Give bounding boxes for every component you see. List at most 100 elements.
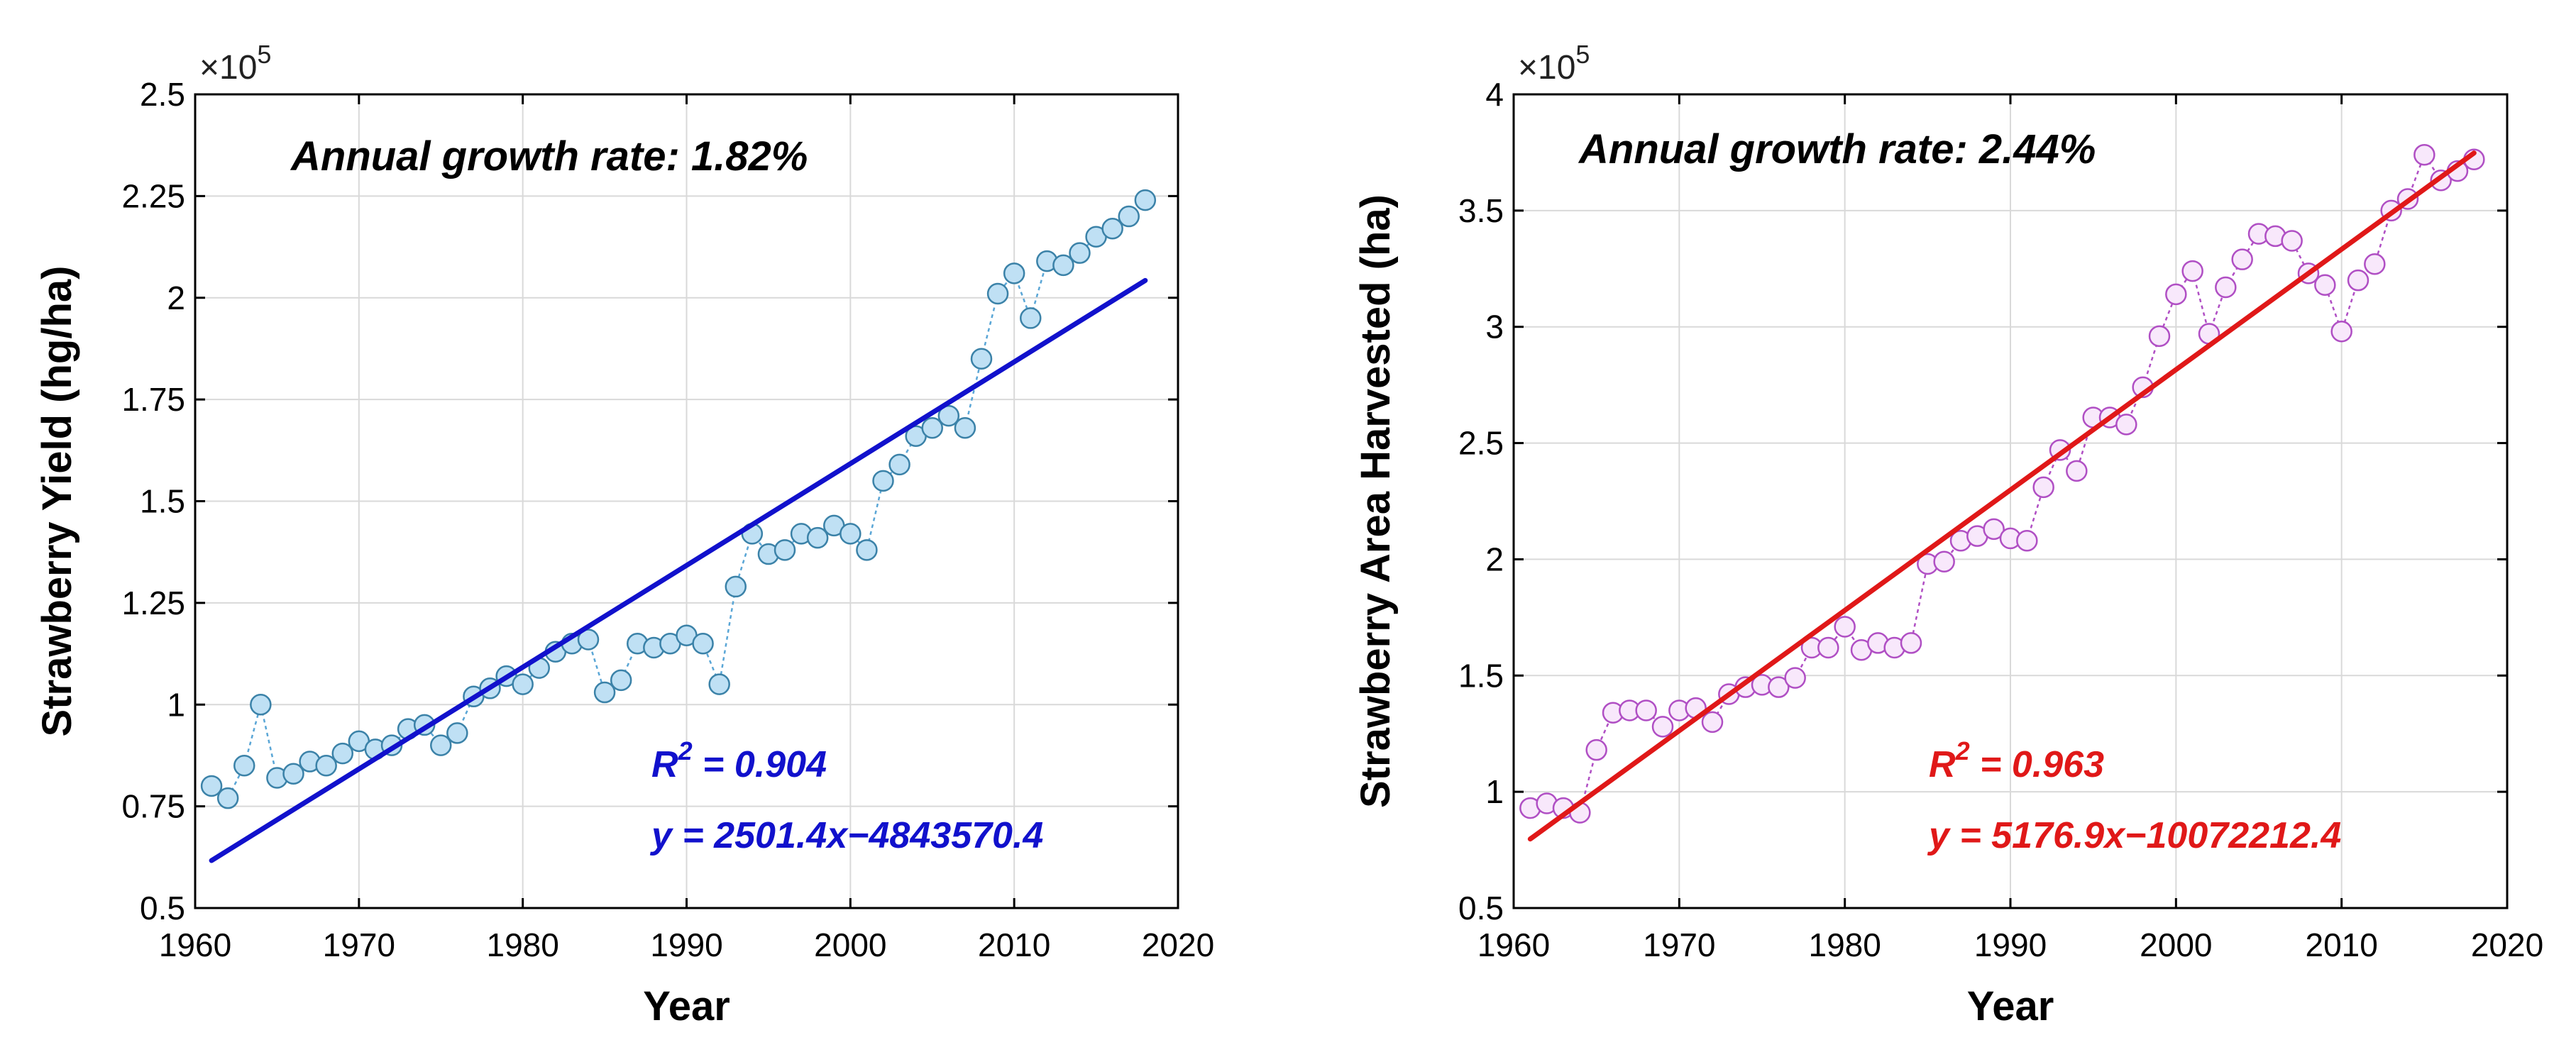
yield-data-point xyxy=(200,775,223,797)
yield-fit-equation: y = 2501.4x−4843570.4 xyxy=(649,815,1043,856)
area-data-point xyxy=(2215,276,2237,299)
yield-data-point xyxy=(216,787,239,809)
yield-x-tick-label: 1960 xyxy=(159,926,231,963)
yield-data-point xyxy=(577,629,600,651)
area-x-tick-label: 2000 xyxy=(2140,926,2212,963)
area-y-tick-label: 2 xyxy=(1485,541,1504,577)
area-fit-equation: y = 5176.9x−10072212.4 xyxy=(1927,815,2341,856)
area-data-point xyxy=(1651,716,1674,738)
area-r-squared: R2 = 0.963 xyxy=(1929,736,2104,785)
area-y-tick-label: 4 xyxy=(1485,76,1504,113)
area-data-point xyxy=(1635,699,1657,721)
area-grid xyxy=(1513,94,2508,909)
yield-data-point xyxy=(282,763,304,785)
yield-data-point xyxy=(806,526,829,549)
yield-y-tick-label: 1.75 xyxy=(121,381,185,418)
yield-y-tick-label: 1.5 xyxy=(140,483,185,520)
area-data-point xyxy=(2066,460,2088,482)
area-multiplier: ×105 xyxy=(1518,40,1590,87)
yield-data-point xyxy=(430,734,452,756)
area-data-point xyxy=(2281,230,2303,252)
yield-r-squared: R2 = 0.904 xyxy=(651,736,827,785)
yield-y-tick-label: 1 xyxy=(167,686,185,723)
area-y-tick-label: 0.5 xyxy=(1458,890,1504,926)
yield-data-point xyxy=(512,673,534,695)
area-y-axis-title: Strawberry Area Harvested (ha) xyxy=(1353,194,1399,808)
area-y-tick-label: 1 xyxy=(1485,773,1504,810)
area-y-tick-label: 3 xyxy=(1485,309,1504,345)
yield-data-point xyxy=(593,681,616,704)
area-data-point xyxy=(2364,253,2386,275)
yield-data-point xyxy=(1134,189,1157,211)
area-regression-line xyxy=(1527,150,2477,842)
yield-grid xyxy=(194,94,1179,909)
yield-ticks: 1960 1970 1980 1990 2000 2010 2020 0.5 0.75 1 1.25… xyxy=(121,76,1214,963)
yield-regression-line xyxy=(209,277,1148,863)
area-data-point xyxy=(2148,325,2171,348)
yield-x-axis-title: Year xyxy=(643,983,730,1029)
yield-x-tick-label: 2010 xyxy=(978,926,1050,963)
area-data-point xyxy=(1834,616,1856,638)
yield-data-point xyxy=(937,404,960,427)
yield-y-tick-label: 1.25 xyxy=(121,585,185,621)
yield-y-tick-label: 0.5 xyxy=(140,890,185,926)
area-ticks: 1960 1970 1980 1990 2000 2010 2020 0.5 1 1.5 2 2.5 3… xyxy=(1458,76,2543,963)
yield-data-point xyxy=(1020,307,1042,329)
area-data-point xyxy=(1784,667,1806,689)
area-y-tick-label: 1.5 xyxy=(1458,657,1504,694)
yield-data-point xyxy=(954,417,976,439)
area-data-point xyxy=(2330,321,2352,343)
yield-y-axis-title: Strawberry Yield (hg/ha) xyxy=(34,266,80,737)
area-data-point xyxy=(2032,476,2054,499)
yield-data-point xyxy=(331,742,353,765)
yield-data-point xyxy=(315,755,337,777)
area-fit xyxy=(1527,150,2477,842)
area-y-tick-label: 2.5 xyxy=(1458,425,1504,462)
area-y-tick-label: 3.5 xyxy=(1458,192,1504,229)
area-data-point xyxy=(2165,283,2187,306)
area-data-point xyxy=(1701,711,1724,734)
yield-fit xyxy=(209,277,1148,863)
yield-x-tick-label: 2000 xyxy=(814,926,886,963)
area-data-point xyxy=(2181,260,2203,282)
yield-series xyxy=(200,189,1157,809)
yield-data-point xyxy=(708,673,730,695)
yield-data-point xyxy=(1118,205,1140,228)
yield-data-point xyxy=(250,694,272,716)
area-data-point xyxy=(2314,274,2336,296)
area-data-point xyxy=(2413,143,2435,166)
area-x-tick-label: 1960 xyxy=(1477,926,1550,963)
yield-multiplier: ×105 xyxy=(199,40,271,87)
yield-chart: 1960 1970 1980 1990 2000 2010 2020 0.5 0.75 1 1.25… xyxy=(34,40,1214,1029)
yield-y-tick-label: 2 xyxy=(167,280,185,316)
area-data-point xyxy=(2347,269,2369,292)
yield-x-tick-label: 1970 xyxy=(323,926,395,963)
yield-data-point xyxy=(1052,254,1074,277)
yield-data-point xyxy=(1069,242,1091,264)
area-data-point xyxy=(1983,518,2005,541)
yield-data-point xyxy=(840,523,862,545)
yield-x-tick-label: 2020 xyxy=(1142,926,1214,963)
yield-y-tick-label: 2.25 xyxy=(121,177,185,214)
area-data-point xyxy=(1933,550,1955,572)
yield-growth-annotation: Annual growth rate: 1.82% xyxy=(290,133,808,179)
yield-y-tick-label: 2.5 xyxy=(140,76,185,113)
yield-data-point xyxy=(872,470,894,492)
area-x-tick-label: 1990 xyxy=(1974,926,2047,963)
yield-data-point xyxy=(725,575,747,598)
yield-data-point xyxy=(856,539,878,561)
yield-x-tick-label: 1980 xyxy=(486,926,558,963)
area-data-point xyxy=(1768,676,1790,698)
area-x-tick-label: 2010 xyxy=(2305,926,2377,963)
area-data-point xyxy=(1585,738,1607,761)
yield-y-tick-label: 0.75 xyxy=(121,788,185,825)
yield-data-point xyxy=(692,632,714,655)
area-x-tick-label: 1970 xyxy=(1643,926,1715,963)
yield-x-tick-label: 1990 xyxy=(650,926,722,963)
yield-data-point xyxy=(888,453,910,476)
yield-data-point xyxy=(1003,262,1025,284)
yield-data-point xyxy=(774,539,796,561)
area-chart: 1960 1970 1980 1990 2000 2010 2020 0.5 1 1.5 2 2.5 3… xyxy=(1353,40,2543,1029)
area-growth-annotation: Annual growth rate: 2.44% xyxy=(1578,126,2096,172)
area-data-point xyxy=(2231,248,2253,270)
